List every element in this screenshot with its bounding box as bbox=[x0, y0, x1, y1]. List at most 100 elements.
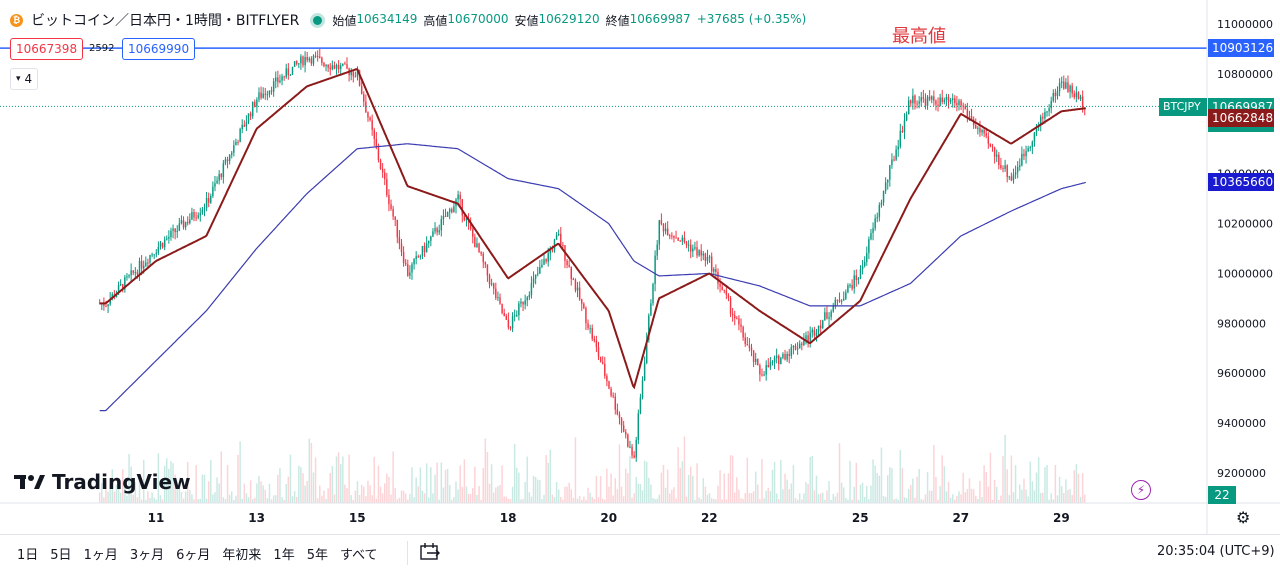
candle-body bbox=[365, 101, 367, 113]
range-ytd[interactable]: 年初来 bbox=[222, 548, 262, 563]
candle-body bbox=[983, 130, 985, 134]
volume-bar bbox=[1081, 473, 1084, 503]
candle-body bbox=[495, 288, 497, 298]
candle-body bbox=[775, 355, 778, 359]
candle-body bbox=[415, 256, 417, 259]
volume-bar bbox=[966, 489, 969, 503]
candle-body bbox=[329, 67, 331, 70]
tradingview-logo[interactable]: TradingView bbox=[14, 470, 191, 494]
volume-bar bbox=[272, 495, 275, 503]
volume-bar bbox=[972, 489, 975, 503]
symbol-title[interactable]: ビットコイン／日本円・1時間・BITFLYER bbox=[31, 13, 300, 29]
candle-body bbox=[363, 94, 365, 102]
candle-body bbox=[186, 221, 189, 224]
volume-bar bbox=[803, 493, 805, 503]
candle-body bbox=[874, 218, 876, 229]
candle-body bbox=[794, 345, 797, 350]
volume-bar bbox=[472, 488, 474, 503]
volume-bar bbox=[769, 491, 772, 503]
volume-bar bbox=[310, 442, 313, 503]
volume-bar bbox=[845, 498, 847, 503]
candle-body bbox=[392, 208, 394, 217]
range-1m[interactable]: 1ヶ月 bbox=[83, 548, 118, 563]
volume-bar bbox=[453, 497, 455, 503]
candle-body bbox=[880, 202, 883, 205]
candle-body bbox=[576, 287, 579, 291]
volume-bar bbox=[981, 497, 983, 503]
range-1y[interactable]: 1年 bbox=[273, 548, 295, 563]
volume-bar bbox=[126, 495, 128, 503]
candle-body bbox=[157, 246, 160, 253]
volume-bar bbox=[748, 493, 751, 503]
candle-body bbox=[803, 340, 805, 345]
range-5d[interactable]: 5日 bbox=[50, 548, 72, 563]
range-5y[interactable]: 5年 bbox=[306, 548, 328, 563]
volume-bar bbox=[383, 483, 386, 503]
range-all[interactable]: すべて bbox=[339, 548, 378, 563]
candle-body bbox=[541, 264, 543, 268]
indicators-toggle[interactable]: ▾ 4 bbox=[10, 68, 39, 90]
volume-bar bbox=[819, 493, 822, 503]
candle-body bbox=[1008, 176, 1011, 178]
volume-bar bbox=[409, 494, 411, 503]
volume-bar bbox=[828, 480, 830, 503]
candle-body bbox=[132, 270, 134, 273]
candle-body bbox=[882, 191, 885, 203]
range-3m[interactable]: 3ヶ月 bbox=[129, 548, 165, 563]
volume-bar bbox=[507, 498, 510, 503]
candle-body bbox=[736, 318, 738, 320]
volume-bar bbox=[369, 485, 371, 503]
volume-bar bbox=[241, 498, 243, 503]
symbol-legend: ₿ ビットコイン／日本円・1時間・BITFLYER 始値 10634149 高値 1… bbox=[10, 9, 806, 31]
date-range-icon[interactable] bbox=[419, 542, 441, 562]
buy-button[interactable]: 10669990 bbox=[122, 38, 196, 60]
volume-bar bbox=[344, 484, 346, 503]
volume-bar bbox=[1010, 455, 1013, 503]
candle-body bbox=[492, 283, 495, 289]
volume-bar bbox=[641, 490, 644, 503]
ath-annotation[interactable]: 最高値 bbox=[892, 26, 946, 47]
candle-body bbox=[622, 425, 625, 432]
volume-bar bbox=[105, 480, 107, 503]
sell-button[interactable]: 10667398 bbox=[10, 38, 84, 60]
price-chart[interactable]: 1100000010800000106000001040000010200000… bbox=[0, 0, 1280, 534]
volume-bar bbox=[863, 497, 866, 503]
volume-bar bbox=[809, 456, 811, 503]
candle-body bbox=[459, 194, 461, 200]
volume-bar bbox=[551, 494, 554, 503]
volume-bar bbox=[560, 496, 562, 503]
volume-bar bbox=[398, 497, 401, 503]
volume-bar bbox=[547, 462, 549, 503]
clock[interactable]: 20:35:04 (UTC+9) bbox=[1157, 544, 1275, 559]
candle-body bbox=[704, 253, 707, 261]
candle-body bbox=[373, 129, 375, 139]
volume-bar bbox=[757, 484, 759, 503]
candle-body bbox=[428, 240, 430, 244]
time-axis[interactable]: 11 13 15 18 20 22 25 27 29 bbox=[148, 511, 1070, 525]
volume-bar bbox=[1027, 496, 1029, 503]
candle-body bbox=[549, 250, 552, 254]
volume-bar bbox=[98, 492, 101, 503]
range-1d[interactable]: 1日 bbox=[17, 548, 39, 563]
volume-bar bbox=[501, 465, 503, 503]
open-value: 10634149 bbox=[356, 11, 418, 26]
candle-body bbox=[706, 256, 709, 261]
volume-bar bbox=[407, 499, 409, 503]
candle-body bbox=[360, 85, 363, 95]
candle-body bbox=[501, 303, 503, 314]
lightning-icon[interactable]: ⚡ bbox=[1131, 480, 1151, 500]
volume-bar bbox=[176, 484, 178, 503]
candle-body bbox=[210, 195, 212, 203]
gear-icon[interactable]: ⚙ bbox=[1236, 508, 1251, 527]
volume-bar bbox=[893, 499, 895, 503]
candle-body bbox=[910, 100, 912, 104]
price-axis[interactable]: 1100000010800000106000001040000010200000… bbox=[1217, 18, 1273, 480]
volume-bar bbox=[186, 461, 189, 503]
candle-body bbox=[534, 274, 537, 279]
range-6m[interactable]: 6ヶ月 bbox=[176, 548, 211, 563]
volume-bar bbox=[912, 478, 914, 503]
volume-bar bbox=[358, 495, 361, 503]
candle-body bbox=[907, 100, 910, 115]
volume-bar bbox=[1029, 461, 1031, 503]
time-tick-label: 13 bbox=[248, 511, 265, 525]
